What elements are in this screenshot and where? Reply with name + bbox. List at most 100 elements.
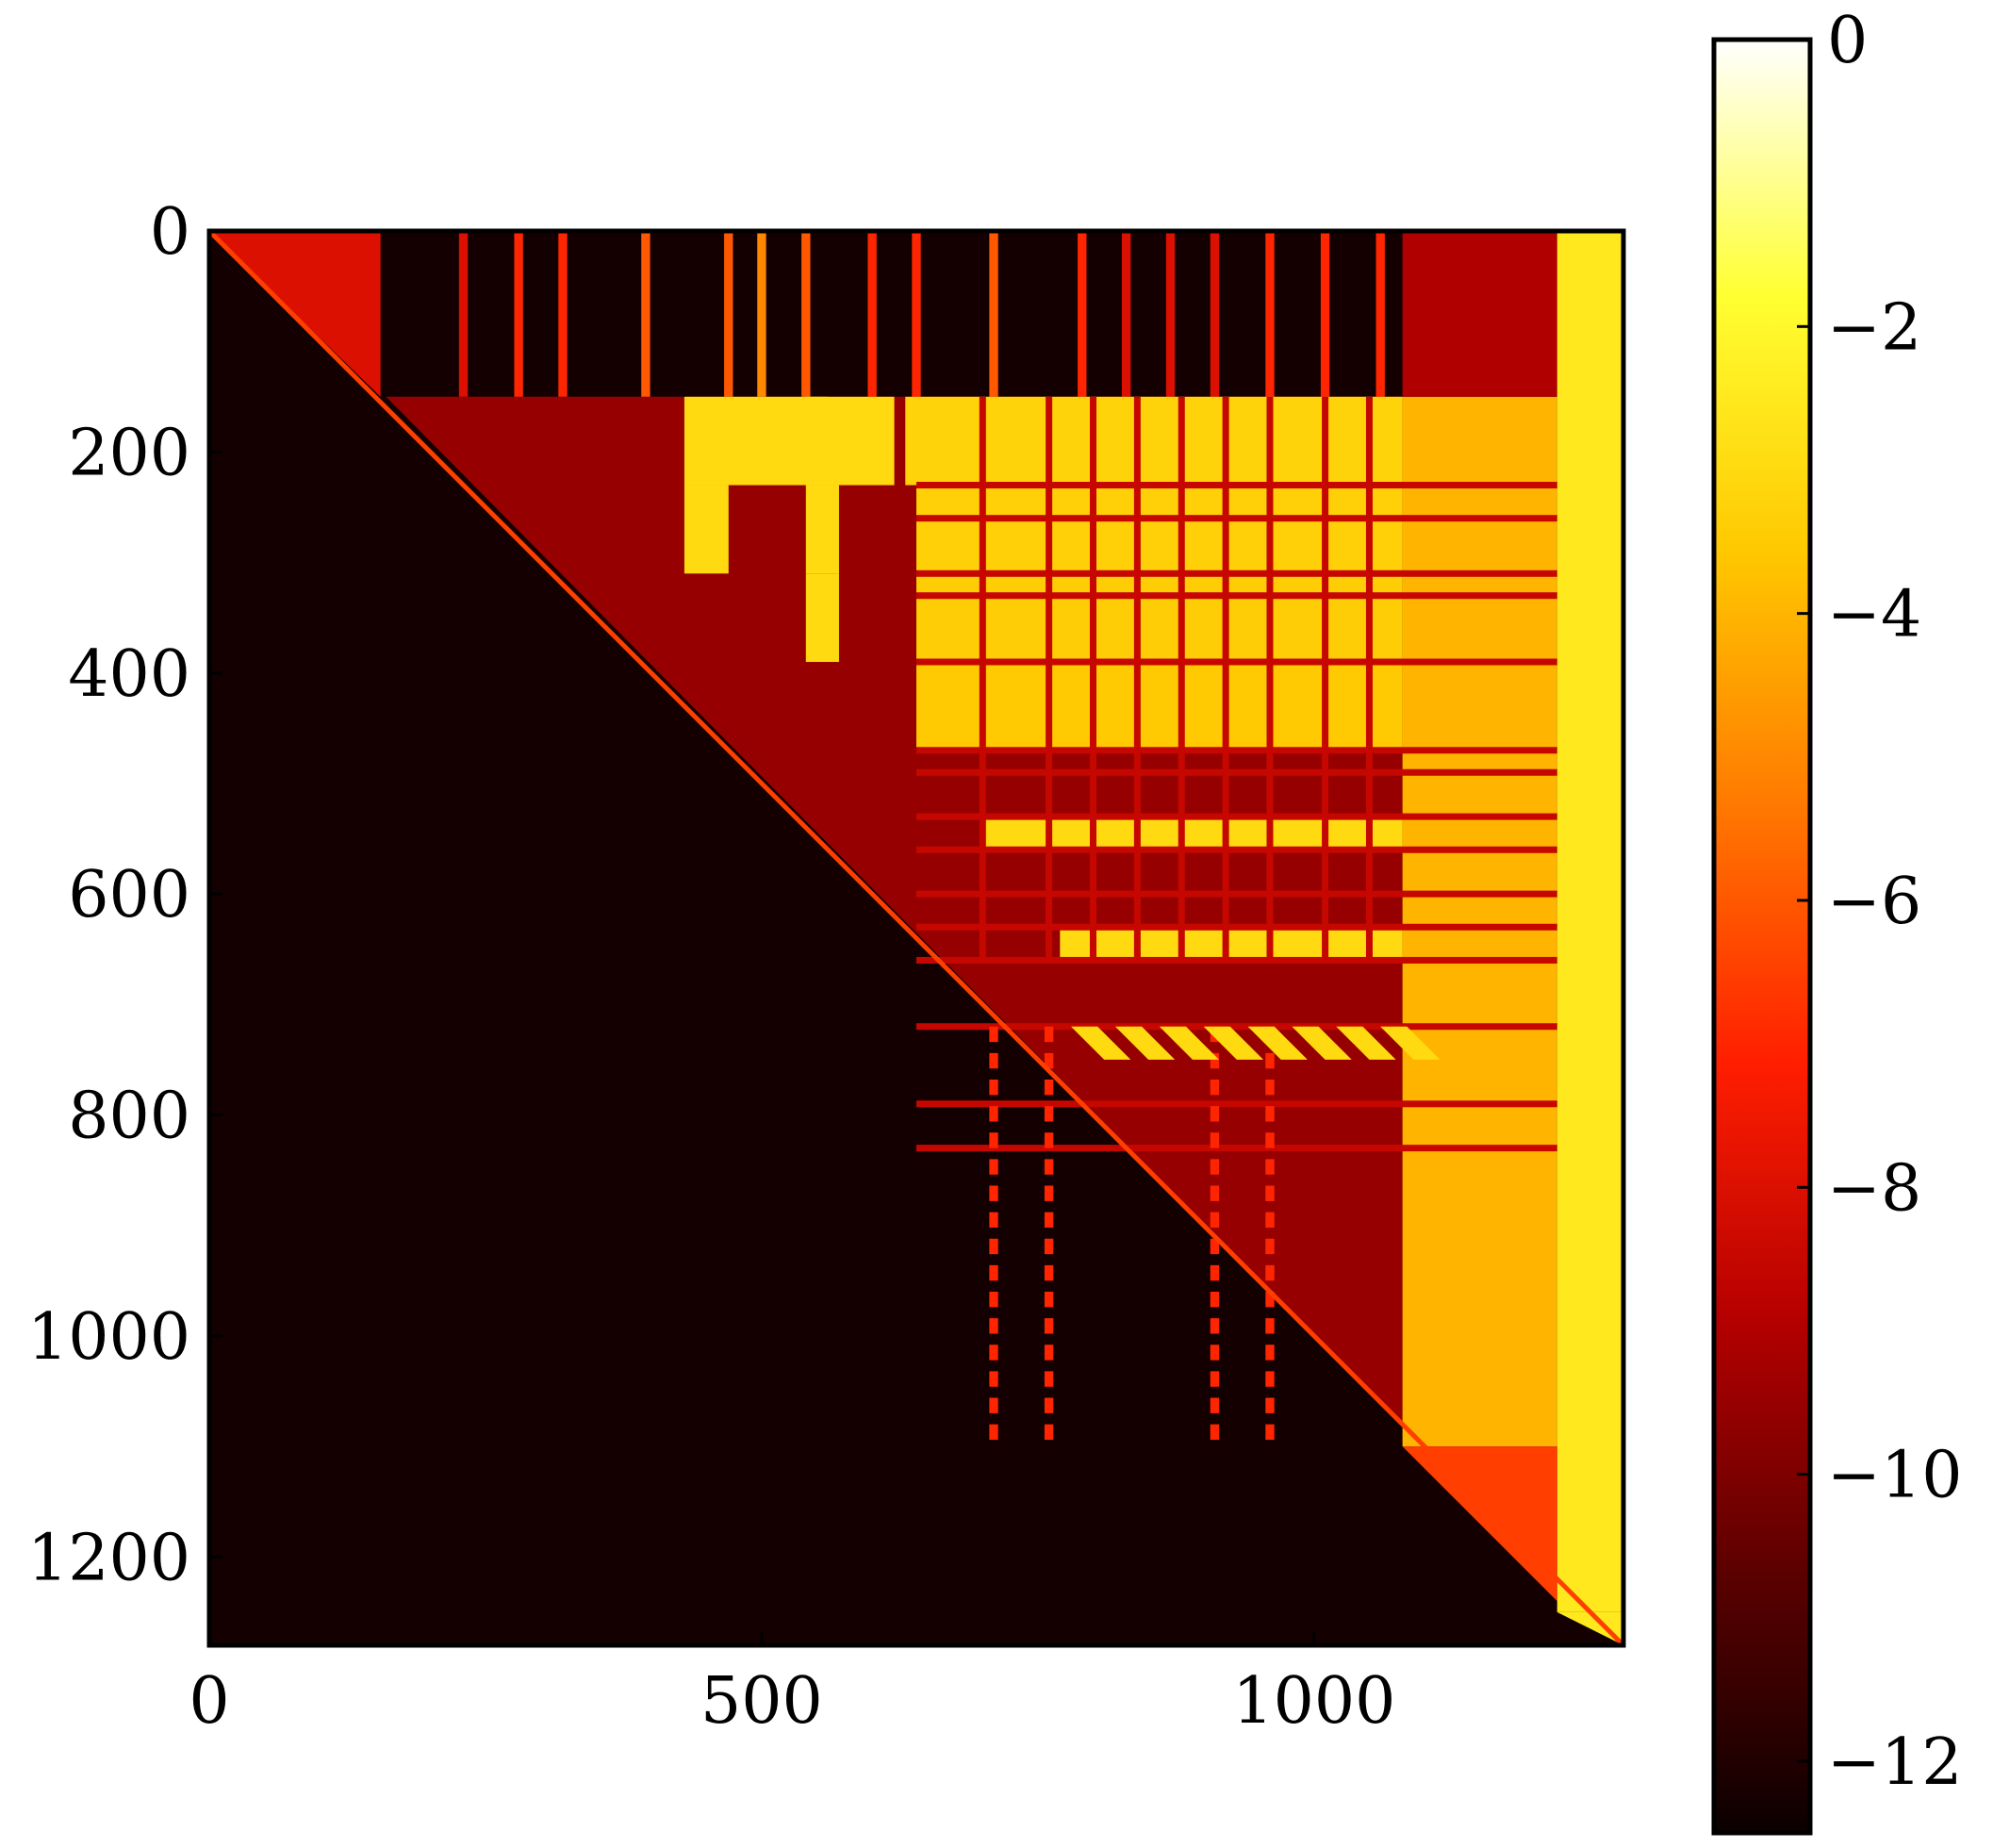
x-tick-label: 1000 <box>1232 1664 1395 1739</box>
dashed-column <box>1265 1106 1275 1122</box>
dashed-column <box>1210 1424 1220 1441</box>
dashed-column <box>1265 1318 1275 1334</box>
horizontal-separator <box>916 1100 1557 1108</box>
diagonal-stripe <box>1336 1026 1396 1060</box>
dashed-column <box>989 1080 998 1096</box>
horizontal-separator <box>916 482 1557 489</box>
heatmap-cells <box>209 231 1623 1645</box>
horizontal-separator <box>916 747 1557 754</box>
y-tick-label: 1200 <box>27 1521 190 1595</box>
horizontal-separator <box>916 1023 1557 1031</box>
dashed-column <box>989 1318 998 1334</box>
bright-block <box>905 396 1403 486</box>
dashed-column <box>1210 1159 1220 1175</box>
bright-corner <box>1557 1611 1623 1645</box>
dashed-column <box>1265 1264 1275 1281</box>
x-tick-label: 500 <box>700 1664 823 1739</box>
dashed-column <box>1044 1106 1054 1122</box>
x-tick-label: 0 <box>189 1664 229 1739</box>
horizontal-separator <box>916 1145 1557 1152</box>
dashed-column <box>989 1345 998 1361</box>
vertical-stripe <box>1320 231 1330 397</box>
bright-block <box>916 573 1403 663</box>
colorbar-tick-label: −12 <box>1827 1725 1963 1800</box>
dashed-column <box>1265 1371 1275 1387</box>
horizontal-separator <box>916 768 1557 776</box>
dashed-column <box>1210 1052 1220 1069</box>
vertical-separator <box>979 396 986 961</box>
dashed-column <box>1265 1238 1275 1255</box>
vertical-stripe <box>1210 231 1220 397</box>
diagonal-stripe <box>1159 1026 1220 1060</box>
bright-right-columns <box>1557 231 1623 1612</box>
dashed-column <box>1265 1132 1275 1148</box>
dashed-column <box>1265 1185 1275 1201</box>
bright-block <box>1060 927 1403 961</box>
dashed-column <box>1210 1264 1220 1281</box>
dashed-column <box>1265 1345 1275 1361</box>
colorbar <box>1711 37 1813 1836</box>
dashed-column <box>1044 1185 1054 1201</box>
lower-right-fringe <box>1402 1446 1557 1602</box>
vertical-separator <box>1222 396 1229 961</box>
dashed-column <box>1044 1132 1054 1148</box>
dashed-column <box>1044 1424 1054 1441</box>
dashed-column <box>1210 1318 1220 1334</box>
right-top-block <box>1402 231 1557 397</box>
horizontal-separator <box>916 956 1557 964</box>
vertical-stripe <box>1078 231 1087 397</box>
horizontal-separator <box>916 846 1557 853</box>
dashed-column <box>1044 1397 1054 1413</box>
vertical-stripe <box>514 231 523 397</box>
diagonal-stripe <box>1203 1026 1263 1060</box>
dashed-column <box>1044 1159 1054 1175</box>
dashed-column <box>1210 1132 1220 1148</box>
bright-block <box>805 485 839 574</box>
dashed-column <box>1210 1212 1220 1229</box>
y-tick-label: 1000 <box>27 1300 190 1375</box>
dashed-column <box>1044 1026 1054 1043</box>
dashed-column <box>1044 1345 1054 1361</box>
right-block <box>1402 396 1557 1447</box>
vertical-stripe <box>641 231 651 397</box>
dashed-column <box>989 1292 998 1308</box>
vertical-stripe <box>458 231 469 397</box>
y-tick-label: 0 <box>150 195 190 270</box>
dashed-column <box>1044 1264 1054 1281</box>
bright-block <box>916 485 1403 574</box>
horizontal-separator <box>916 515 1557 522</box>
dashed-column <box>1210 1106 1220 1122</box>
y-tick-label: 800 <box>68 1080 190 1154</box>
vertical-separator <box>1046 396 1053 961</box>
vertical-stripe <box>558 231 568 397</box>
vertical-stripe <box>1265 231 1275 397</box>
dashed-column <box>1044 1052 1054 1069</box>
dashed-column <box>989 1264 998 1281</box>
dashed-column <box>989 1185 998 1201</box>
dashed-column <box>1044 1292 1054 1308</box>
dashed-column <box>1210 1397 1220 1413</box>
diagonal-stripe <box>1071 1026 1131 1060</box>
dashed-column <box>1044 1371 1054 1387</box>
dashed-column <box>1044 1080 1054 1096</box>
heatmap-frame <box>206 228 1626 1648</box>
x-axis: 0 500 1000 <box>189 1632 1395 1739</box>
bright-block <box>805 573 839 663</box>
dashed-column <box>1210 1080 1220 1096</box>
diagonal-stripe <box>1292 1026 1352 1060</box>
colorbar-tick-label: −8 <box>1827 1151 1921 1226</box>
y-axis: 0 200 400 600 800 1000 1200 <box>27 195 222 1595</box>
horizontal-separator <box>916 923 1557 931</box>
y-tick-label: 600 <box>68 858 190 932</box>
dashed-column <box>1265 1397 1275 1413</box>
colorbar-tick-label: −10 <box>1827 1439 1963 1513</box>
dashed-column <box>989 1132 998 1148</box>
dashed-column <box>989 1371 998 1387</box>
dashed-column <box>1265 1052 1275 1069</box>
vertical-separator <box>1322 396 1329 961</box>
vertical-separator <box>1365 396 1373 961</box>
vertical-stripe <box>1375 231 1385 397</box>
vertical-separator <box>1089 396 1097 961</box>
vertical-stripe <box>867 231 877 397</box>
